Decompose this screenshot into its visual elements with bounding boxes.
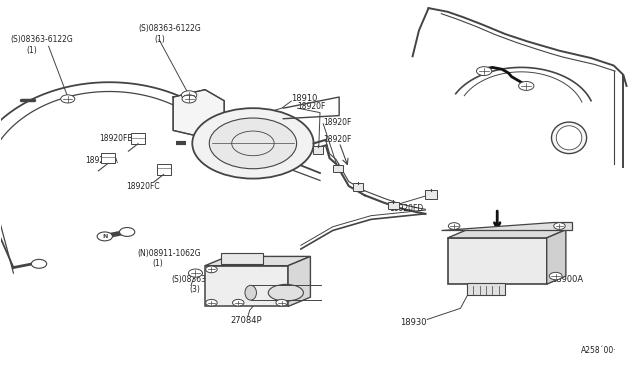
Text: (1): (1): [26, 46, 37, 55]
Polygon shape: [173, 90, 224, 138]
FancyBboxPatch shape: [333, 164, 343, 172]
Text: 18920FA: 18920FA: [85, 156, 118, 165]
Circle shape: [188, 269, 202, 277]
FancyBboxPatch shape: [313, 146, 323, 154]
Polygon shape: [288, 256, 310, 307]
Text: 27084P: 27084P: [230, 316, 262, 325]
Text: (S)08363-6202G: (S)08363-6202G: [172, 275, 235, 284]
Circle shape: [31, 259, 47, 268]
Text: 18920F: 18920F: [323, 135, 351, 144]
Circle shape: [209, 118, 296, 169]
Circle shape: [181, 91, 196, 100]
Polygon shape: [547, 230, 566, 284]
Circle shape: [97, 232, 113, 241]
Circle shape: [476, 67, 492, 76]
FancyBboxPatch shape: [467, 283, 505, 295]
Text: N: N: [102, 234, 108, 239]
FancyBboxPatch shape: [426, 190, 437, 199]
Text: 18900A: 18900A: [551, 275, 583, 284]
FancyBboxPatch shape: [101, 153, 115, 163]
FancyBboxPatch shape: [221, 253, 262, 264]
Text: 18920FB: 18920FB: [100, 134, 133, 143]
Circle shape: [276, 299, 287, 306]
Text: (1): (1): [154, 35, 164, 44]
Circle shape: [182, 95, 196, 103]
Circle shape: [61, 95, 75, 103]
FancyBboxPatch shape: [353, 183, 364, 191]
Circle shape: [120, 228, 135, 236]
Polygon shape: [442, 222, 572, 230]
Text: (S)08363-6122G: (S)08363-6122G: [10, 35, 73, 44]
Circle shape: [232, 299, 244, 306]
FancyBboxPatch shape: [131, 134, 145, 144]
Text: (3): (3): [189, 285, 200, 294]
Circle shape: [205, 266, 217, 273]
Text: 18920FD: 18920FD: [389, 204, 423, 213]
FancyBboxPatch shape: [205, 266, 288, 307]
Circle shape: [518, 81, 534, 90]
Ellipse shape: [268, 285, 303, 301]
Text: 18910: 18910: [291, 94, 317, 103]
Polygon shape: [205, 256, 310, 266]
Circle shape: [205, 299, 217, 306]
Text: 18920F: 18920F: [298, 102, 326, 111]
Circle shape: [554, 223, 565, 230]
Circle shape: [192, 108, 314, 179]
FancyBboxPatch shape: [157, 164, 171, 174]
Text: 18930: 18930: [400, 318, 426, 327]
Ellipse shape: [245, 285, 257, 300]
Polygon shape: [448, 230, 566, 238]
Circle shape: [549, 272, 562, 280]
Ellipse shape: [556, 126, 582, 150]
FancyBboxPatch shape: [388, 202, 399, 209]
Text: (1): (1): [153, 259, 163, 267]
Text: A258´00·: A258´00·: [581, 346, 617, 355]
Circle shape: [449, 223, 460, 230]
Text: (S)08363-6122G: (S)08363-6122G: [138, 24, 201, 33]
Ellipse shape: [552, 122, 587, 154]
FancyBboxPatch shape: [448, 238, 547, 284]
Text: 18920FC: 18920FC: [126, 182, 159, 190]
Text: (N)08911-1062G: (N)08911-1062G: [138, 249, 201, 258]
Text: 18920F: 18920F: [323, 118, 351, 127]
